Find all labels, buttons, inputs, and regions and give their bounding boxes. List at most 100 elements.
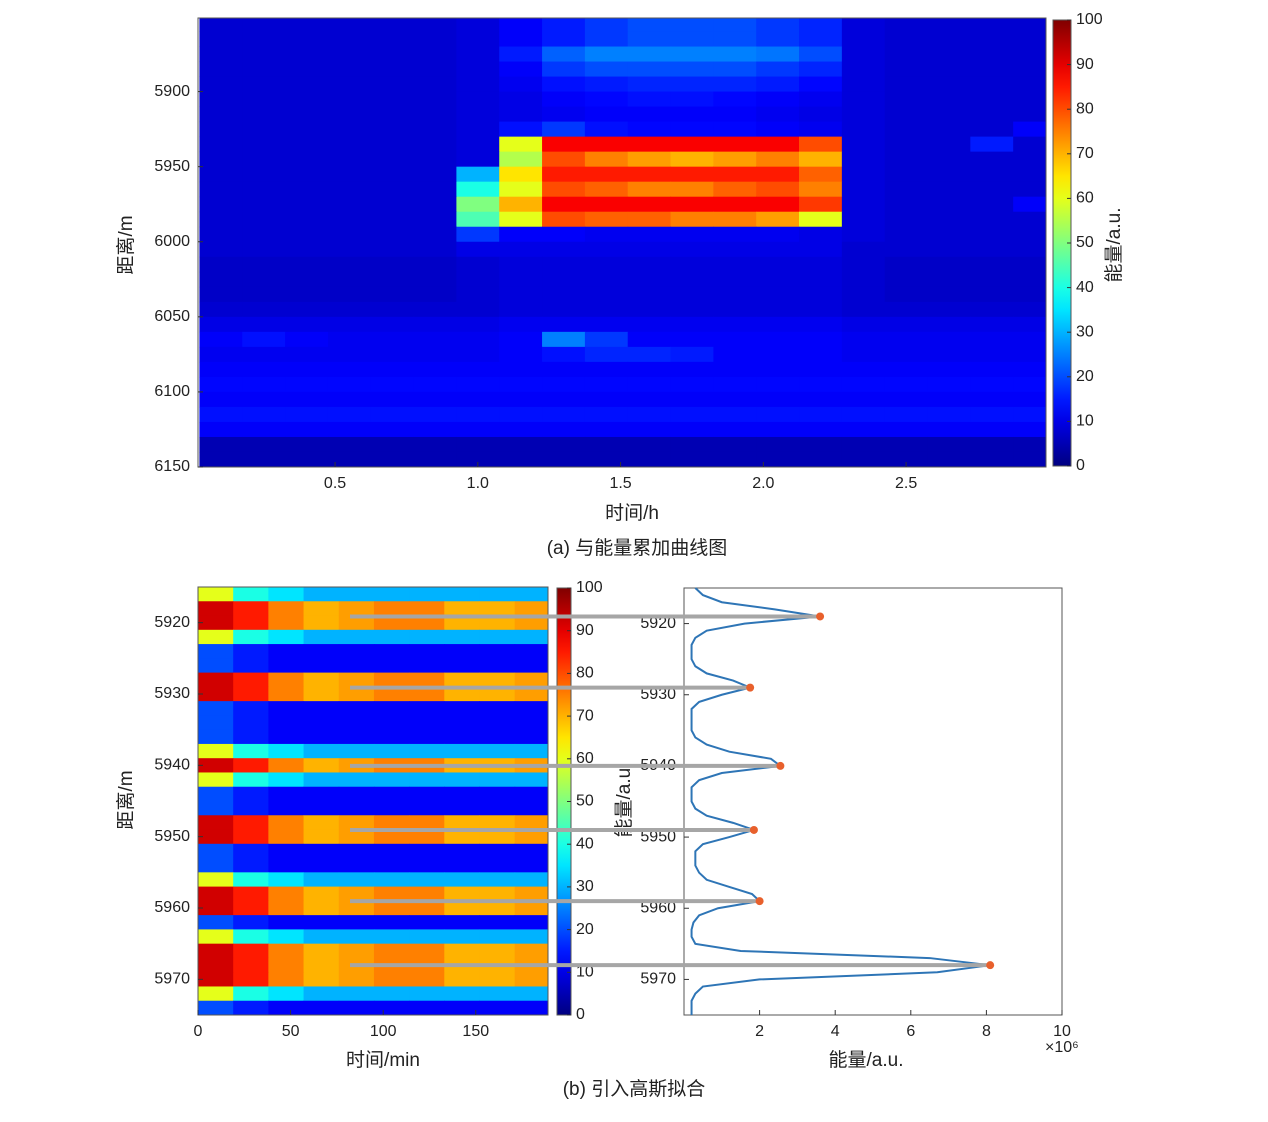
- cell: [756, 136, 800, 153]
- cell: [713, 376, 757, 393]
- cell: [542, 346, 586, 363]
- cell: [584, 211, 629, 228]
- cell: [542, 46, 586, 63]
- cell: [242, 256, 286, 273]
- cell: [199, 151, 243, 168]
- cell: [370, 346, 415, 363]
- cell: [373, 900, 410, 916]
- cell: [233, 843, 269, 859]
- cell: [338, 601, 375, 617]
- cell: [444, 843, 480, 859]
- cell: [799, 421, 843, 438]
- cell: [303, 658, 340, 674]
- cell: [1013, 286, 1046, 303]
- cell: [456, 361, 500, 378]
- cell: [242, 136, 286, 153]
- cell: [338, 886, 375, 902]
- cell: [627, 121, 672, 138]
- cell: [514, 986, 548, 1002]
- cell: [233, 629, 269, 645]
- cell: [499, 181, 543, 198]
- cell: [970, 136, 1014, 153]
- cell: [327, 376, 372, 393]
- cell: [1013, 241, 1046, 258]
- cell: [198, 686, 234, 702]
- cell: [456, 346, 500, 363]
- cell: [198, 915, 234, 930]
- cell: [584, 391, 629, 408]
- cell: [479, 815, 516, 831]
- cell: [268, 629, 305, 645]
- cell: [303, 929, 340, 945]
- cell: [303, 957, 340, 973]
- cell: [327, 331, 372, 348]
- cell: [713, 151, 757, 168]
- cell: [756, 286, 800, 303]
- cell: [268, 858, 305, 873]
- cell: [756, 316, 800, 333]
- cell: [370, 91, 415, 108]
- cell: [327, 76, 372, 93]
- cell: [409, 900, 445, 916]
- cell: [542, 391, 586, 408]
- cell: [799, 256, 843, 273]
- cell: [499, 151, 543, 168]
- y-tick-label: 5970: [154, 971, 190, 988]
- cell: [713, 106, 757, 123]
- cell: [199, 316, 243, 333]
- cell: [713, 331, 757, 348]
- cell: [268, 801, 305, 816]
- cell: [670, 406, 714, 423]
- cell: [514, 658, 548, 674]
- cell: [373, 601, 410, 617]
- cell: [199, 301, 243, 318]
- cell: [199, 406, 243, 423]
- x-tick-label: 10: [1053, 1023, 1071, 1040]
- cell: [627, 271, 672, 288]
- cell: [514, 729, 548, 745]
- cell: [370, 286, 415, 303]
- cell: [627, 451, 672, 467]
- cell: [413, 61, 457, 78]
- cell: [409, 786, 445, 802]
- cell: [670, 121, 714, 138]
- colorbar-tick-label: 90: [1076, 56, 1094, 73]
- colorbar-tick-label: 60: [1076, 190, 1094, 207]
- cell: [584, 406, 629, 423]
- cell: [884, 421, 929, 438]
- cell: [370, 18, 415, 33]
- cell: [884, 376, 929, 393]
- cell: [970, 61, 1014, 78]
- cell: [268, 686, 305, 702]
- cell: [1013, 271, 1046, 288]
- cell: [285, 376, 329, 393]
- cell: [884, 226, 929, 243]
- cell: [233, 886, 269, 902]
- cell: [338, 843, 375, 859]
- cell: [242, 331, 286, 348]
- cell: [413, 76, 457, 93]
- cell: [373, 644, 410, 659]
- cell: [233, 615, 269, 631]
- cell: [199, 376, 243, 393]
- cell: [303, 886, 340, 902]
- cell: [499, 436, 543, 453]
- cell: [927, 241, 971, 258]
- cell: [499, 226, 543, 243]
- cell: [242, 271, 286, 288]
- cell: [514, 900, 548, 916]
- cell: [499, 286, 543, 303]
- cell: [670, 166, 714, 183]
- cell: [456, 91, 500, 108]
- cell: [713, 91, 757, 108]
- cell: [268, 729, 305, 745]
- colorbar-label: 能量/a.u.: [1103, 208, 1125, 283]
- cell: [514, 772, 548, 788]
- cell: [338, 943, 375, 959]
- cell: [514, 672, 548, 688]
- cell: [927, 436, 971, 453]
- cell: [756, 181, 800, 198]
- cell: [884, 61, 929, 78]
- cell: [303, 743, 340, 759]
- cell: [444, 686, 480, 702]
